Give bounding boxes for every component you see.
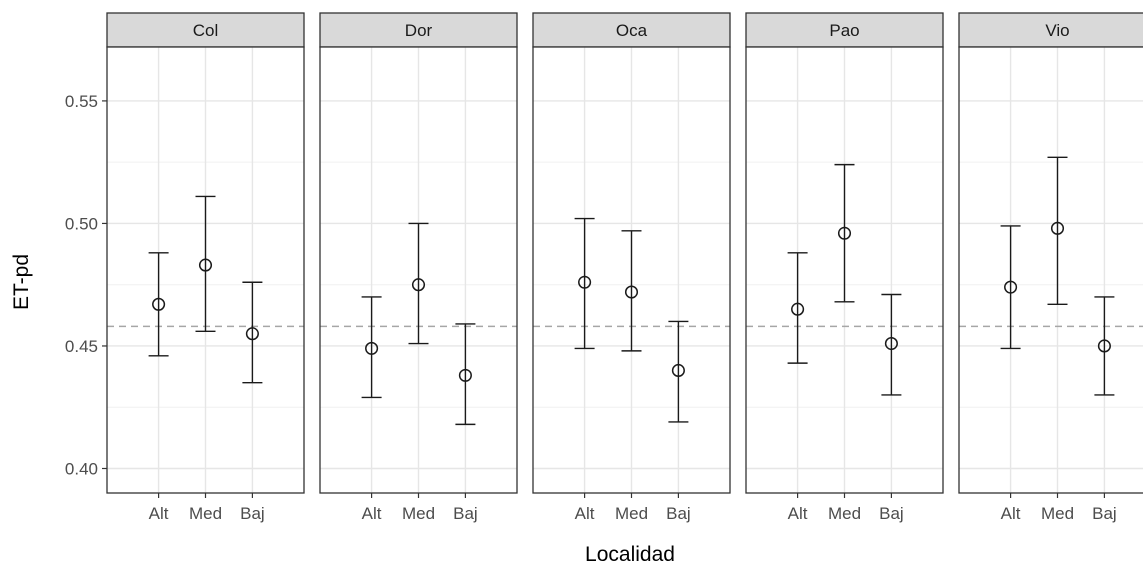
x-tick-label: Baj: [1092, 504, 1117, 523]
x-tick-label: Alt: [1001, 504, 1021, 523]
x-tick-label: Alt: [362, 504, 382, 523]
errorbar-baj: [242, 281, 263, 384]
facet-panel-dor: Dor Alt Med Baj: [319, 12, 518, 523]
errorbar-alt: [1000, 225, 1021, 350]
facet-strip-label: Dor: [405, 21, 433, 40]
facet-strip-label: Oca: [616, 21, 648, 40]
errorbar-baj: [1094, 296, 1115, 396]
data-point: [578, 275, 592, 289]
x-tick-label: Alt: [788, 504, 808, 523]
facet-panel-oca: Oca Alt Med Baj: [532, 12, 731, 523]
x-axis-title: Localidad: [585, 543, 675, 566]
y-axis-title: ET-pd: [10, 254, 33, 310]
facet-strip: [745, 12, 944, 48]
data-point: [671, 363, 685, 378]
y-axis: 0.40 0.45 0.50 0.55: [65, 92, 107, 478]
data-point: [411, 278, 426, 292]
facet-strip-label: Col: [193, 21, 219, 40]
data-point: [458, 368, 472, 382]
facet-strip-label: Vio: [1045, 21, 1069, 40]
errorbar-alt: [361, 296, 382, 399]
x-tick-label: Baj: [240, 504, 265, 523]
data-point: [152, 297, 166, 311]
data-point: [1050, 221, 1065, 235]
facet-panel-vio: Vio Alt Med Baj: [958, 12, 1143, 523]
facet-strip-label: Pao: [829, 21, 859, 40]
x-tick-label: Med: [402, 504, 435, 523]
y-tick-label: 0.45: [65, 337, 98, 356]
data-point: [884, 336, 898, 351]
data-point: [624, 285, 639, 299]
data-point: [245, 327, 259, 341]
facet-panel-col: Col Alt Med Baj: [106, 12, 305, 523]
errorbar-alt: [787, 252, 808, 364]
errorbar-baj: [881, 293, 902, 396]
x-tick-label: Med: [189, 504, 222, 523]
errorbar-med: [621, 230, 642, 352]
x-tick-label: Med: [1041, 504, 1074, 523]
errorbar-med: [408, 222, 429, 345]
data-point: [1097, 339, 1111, 353]
errorbar-alt: [148, 252, 169, 357]
y-tick-label: 0.50: [65, 214, 98, 233]
facet-panels: Col Alt Med Baj Dor Alt Med Baj Oca Alt Med Baj Pao A…: [106, 12, 1143, 523]
x-tick-label: Baj: [879, 504, 904, 523]
errorbar-baj: [668, 320, 689, 423]
data-point: [1004, 280, 1018, 294]
errorbar-med: [195, 195, 216, 332]
y-tick-label: 0.55: [65, 92, 98, 111]
errorbar-baj: [455, 323, 476, 426]
y-tick-label: 0.40: [65, 459, 98, 478]
x-tick-label: Baj: [666, 504, 691, 523]
errorbar-med: [834, 163, 855, 303]
panel-background: [959, 47, 1143, 493]
x-tick-label: Baj: [453, 504, 478, 523]
data-point: [837, 226, 852, 240]
errorbar-alt: [574, 217, 595, 350]
facet-strip: [532, 12, 731, 48]
data-point: [198, 258, 213, 272]
x-tick-label: Alt: [149, 504, 169, 523]
facet-strip: [319, 12, 518, 48]
x-tick-label: Med: [828, 504, 861, 523]
data-point: [791, 302, 805, 316]
facet-strip: [958, 12, 1143, 48]
data-point: [365, 341, 379, 355]
errorbar-med: [1047, 156, 1068, 306]
facet-strip: [106, 12, 305, 48]
x-tick-label: Med: [615, 504, 648, 523]
x-tick-label: Alt: [575, 504, 595, 523]
facet-panel-pao: Pao Alt Med Baj: [745, 12, 944, 523]
